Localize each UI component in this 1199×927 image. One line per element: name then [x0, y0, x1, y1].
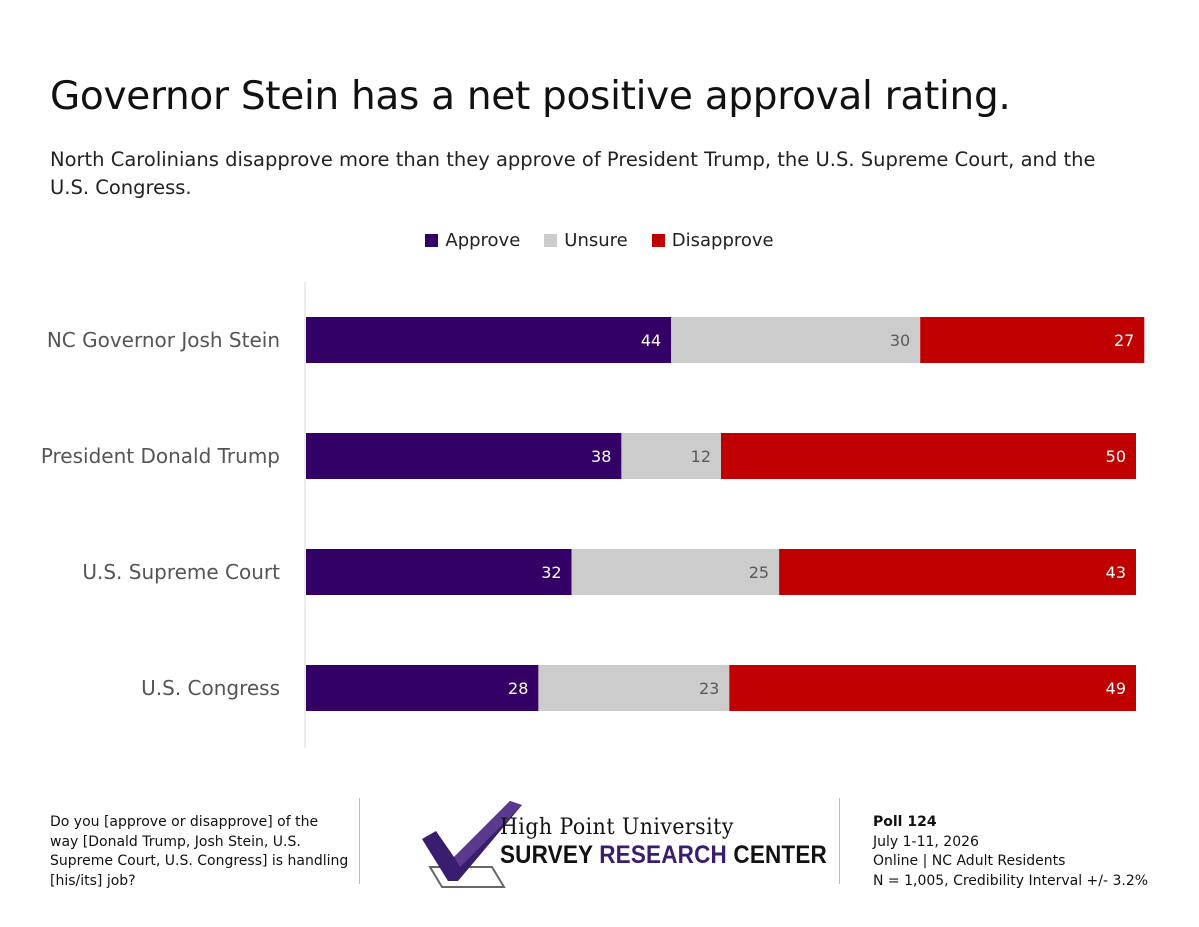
category-label: U.S. Congress	[141, 676, 280, 700]
chart-subtitle: North Carolinians disapprove more than t…	[50, 148, 1096, 199]
logo-word-research: RESEARCH	[599, 841, 727, 869]
data-label-approve: 44	[641, 331, 661, 350]
bar-disapprove	[779, 549, 1136, 595]
data-label-unsure: 25	[749, 563, 769, 582]
bar-unsure	[671, 317, 921, 363]
hpu-logo: High Point University SURVEY RESEARCH CE…	[418, 797, 827, 888]
legend-label-approve: Approve	[445, 230, 521, 251]
bar-disapprove	[729, 665, 1136, 711]
footer-divider-right	[839, 798, 840, 884]
poll-details: Poll 124 July 1-11, 2026 Online | NC Adu…	[873, 813, 1183, 891]
data-label-approve: 38	[591, 447, 611, 466]
data-label-unsure: 23	[699, 679, 719, 698]
bar-approve	[306, 317, 672, 363]
poll-sample: N = 1,005, Credibility Interval +/- 3.2%	[873, 872, 1149, 889]
bar-unsure	[571, 549, 780, 595]
category-label: U.S. Supreme Court	[82, 560, 280, 584]
data-label-disapprove: 27	[1114, 331, 1134, 350]
data-label-unsure: 12	[691, 447, 711, 466]
legend-label-disapprove: Disapprove	[671, 230, 774, 251]
data-label-approve: 32	[541, 563, 561, 582]
legend-swatch-disapprove	[651, 234, 665, 247]
chart-title: Governor Stein has a net positive approv…	[50, 74, 1011, 119]
legend-label-unsure: Unsure	[564, 230, 628, 251]
data-label-disapprove: 49	[1106, 679, 1126, 698]
stacked-bar-chart: NC Governor Josh Stein 44 30 27 President Do…	[41, 282, 1145, 748]
data-label-disapprove: 50	[1106, 447, 1126, 466]
legend-item-approve: Approve	[425, 230, 520, 251]
legend-item-unsure: Unsure	[544, 230, 628, 251]
category-label: President Donald Trump	[41, 444, 280, 468]
logo-word-center: CENTER	[726, 841, 827, 869]
legend-swatch-unsure	[544, 234, 558, 247]
logo-word-survey: SURVEY	[500, 841, 600, 869]
bar-disapprove	[920, 317, 1145, 363]
bar-approve	[306, 433, 622, 479]
data-label-approve: 28	[508, 679, 528, 698]
checkmark-logo-icon	[422, 801, 522, 888]
bar-approve	[306, 549, 572, 595]
bar-approve	[306, 665, 539, 711]
poll-dates: July 1-11, 2026	[873, 833, 979, 850]
poll-number: Poll 124	[873, 814, 937, 830]
bar-unsure	[538, 665, 730, 711]
bar-disapprove	[721, 433, 1136, 479]
bar-unsure	[621, 433, 721, 479]
survey-question: Do you [approve or disapprove] of the wa…	[50, 814, 349, 889]
legend-item-disapprove: Disapprove	[651, 230, 774, 251]
category-label: NC Governor Josh Stein	[47, 328, 280, 352]
legend: Approve Unsure Disapprove	[0, 230, 1199, 251]
data-label-disapprove: 43	[1106, 563, 1126, 582]
logo-university-name: High Point University	[500, 815, 734, 840]
legend-swatch-approve	[425, 234, 439, 247]
logo-center-name: SURVEY RESEARCH CENTER	[500, 841, 827, 870]
footer-divider-left	[359, 798, 360, 884]
poll-method: Online | NC Adult Residents	[873, 853, 1066, 869]
data-label-unsure: 30	[890, 331, 910, 350]
